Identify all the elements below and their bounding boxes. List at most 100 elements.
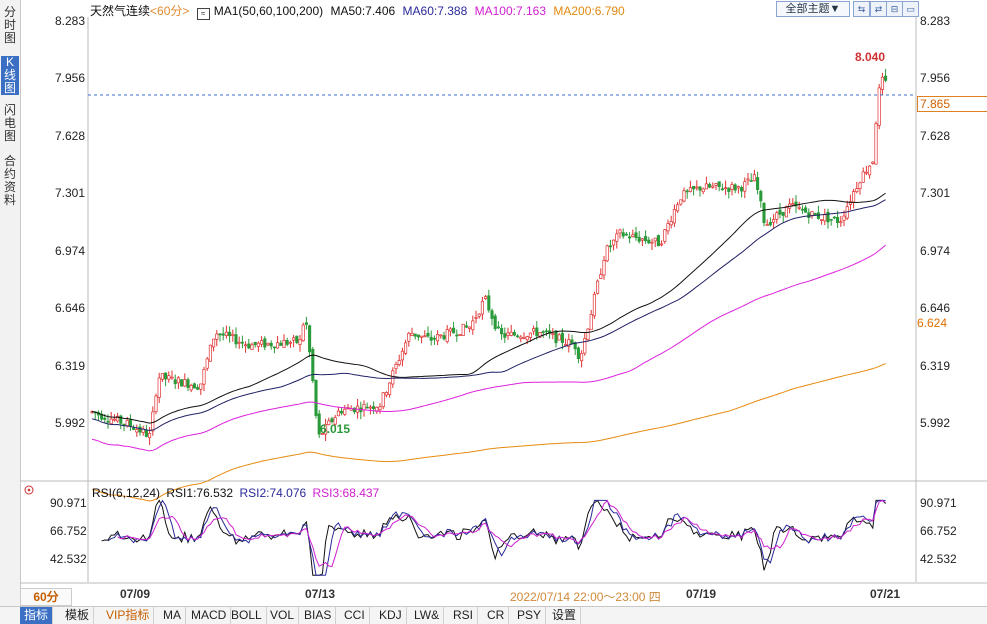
candle-body xyxy=(468,326,472,329)
candle-body xyxy=(551,333,555,335)
tab-psy[interactable]: PSY xyxy=(513,607,547,624)
candle-body xyxy=(762,202,766,223)
candle-body xyxy=(381,392,385,407)
candle-body xyxy=(519,336,523,339)
candle-body xyxy=(807,212,811,218)
tab-vol[interactable]: VOL xyxy=(266,607,300,624)
tab-settings[interactable]: 设置 xyxy=(548,607,582,624)
price-tick: 7.628 xyxy=(920,129,951,143)
tab-cci[interactable]: CCI xyxy=(340,607,370,624)
candle-body xyxy=(740,187,744,192)
candle-body xyxy=(103,417,107,420)
candle-body xyxy=(733,184,737,191)
minimize-icon[interactable]: ⊟ xyxy=(886,1,903,17)
candle-body xyxy=(772,219,776,223)
candle-body xyxy=(298,339,302,345)
candle-body xyxy=(240,341,244,344)
candle-body xyxy=(266,342,270,346)
candle-body xyxy=(618,229,622,234)
candle-body xyxy=(714,183,718,186)
candle-body xyxy=(330,418,334,423)
candle-body xyxy=(852,191,856,203)
period-selector[interactable]: 60分 xyxy=(20,588,72,606)
candle-body xyxy=(224,331,228,336)
candle-body xyxy=(544,330,548,333)
maximize-icon[interactable]: ▭ xyxy=(902,1,919,17)
candle-body xyxy=(378,406,382,411)
candle-body xyxy=(429,336,433,341)
candle-body xyxy=(186,379,190,388)
candle-body xyxy=(106,420,110,423)
theme-select-button[interactable]: 全部主题▼ xyxy=(776,1,850,17)
rsi-series xyxy=(101,499,886,576)
candle-body xyxy=(112,418,116,421)
tab-cr[interactable]: CR xyxy=(483,607,510,624)
candle-body xyxy=(778,209,782,215)
candle-body xyxy=(848,201,852,205)
candle-body xyxy=(432,337,436,340)
candle-body xyxy=(653,237,657,242)
candle-body xyxy=(256,342,260,347)
candle-body xyxy=(509,331,513,336)
candle-body xyxy=(119,415,123,424)
candle-body xyxy=(682,190,686,202)
candle-body xyxy=(247,343,251,349)
candle-body xyxy=(311,348,315,382)
price-tick: 6.646 xyxy=(920,301,951,315)
candle-body xyxy=(832,216,836,219)
ma-legend: 天然气连续<60分> ≈ MA1(50,60,100,200) MA50:7.40… xyxy=(90,2,629,20)
candle-body xyxy=(698,186,702,191)
tab-bias[interactable]: BIAS xyxy=(300,607,337,624)
candle-body xyxy=(151,411,155,432)
tab-macd[interactable]: MACD xyxy=(187,607,232,624)
rsi-title[interactable]: RSI(6,12,24) xyxy=(92,486,161,500)
ma200-line xyxy=(91,363,886,502)
kline-chart[interactable] xyxy=(0,0,987,606)
candle-body xyxy=(775,212,779,220)
candle-body xyxy=(836,216,840,223)
candle-body xyxy=(116,415,120,422)
tab-lw[interactable]: LW& xyxy=(410,607,445,624)
tab-boll[interactable]: BOLL xyxy=(227,607,267,624)
tab-flash[interactable]: 闪电图 xyxy=(3,103,16,143)
candle-body xyxy=(810,211,814,216)
date-tick: 07/09 xyxy=(120,587,151,601)
candle-body xyxy=(855,188,859,192)
candle-body xyxy=(506,332,510,336)
candle-body xyxy=(208,344,212,362)
tab-ma[interactable]: MA xyxy=(159,607,186,624)
candle-body xyxy=(829,218,833,221)
candle-body xyxy=(548,330,552,334)
candle-body xyxy=(864,171,868,174)
candle-body xyxy=(605,245,609,262)
ma-group-label[interactable]: MA1(50,60,100,200) xyxy=(213,4,324,18)
tab-rsi[interactable]: RSI xyxy=(449,607,479,624)
candle-body xyxy=(372,406,376,410)
candle-body xyxy=(746,178,750,181)
tab-template[interactable]: 模板 xyxy=(61,607,95,624)
candle-body xyxy=(407,332,411,342)
tab-indicator[interactable]: 指标 xyxy=(20,607,54,624)
candle-body xyxy=(608,245,612,248)
candle-body xyxy=(442,335,446,340)
candle-body xyxy=(109,418,113,425)
tab-timeshare[interactable]: 分时图 xyxy=(3,5,16,45)
candle-body xyxy=(672,209,676,224)
candle-body xyxy=(560,332,564,343)
price-tick: 7.956 xyxy=(55,71,86,85)
candle-body xyxy=(368,406,372,409)
candle-body xyxy=(477,313,481,317)
rsi3-line xyxy=(117,499,886,567)
candle-body xyxy=(397,360,401,365)
candle-body xyxy=(743,181,747,192)
tab-kdj[interactable]: KDJ xyxy=(375,607,407,624)
tab-kline[interactable]: K线图 xyxy=(1,56,19,95)
tab-vip-indicator[interactable]: VIP指标 xyxy=(102,607,155,624)
candle-body xyxy=(541,331,545,333)
candle-body xyxy=(301,324,305,342)
candle-body xyxy=(173,379,177,385)
candle-body xyxy=(794,201,798,207)
zoom-in-icon[interactable]: ⇆ xyxy=(853,1,870,17)
ma-config-icon[interactable]: ≈ xyxy=(196,8,210,20)
tab-contract-info[interactable]: 合约资料 xyxy=(3,154,16,207)
